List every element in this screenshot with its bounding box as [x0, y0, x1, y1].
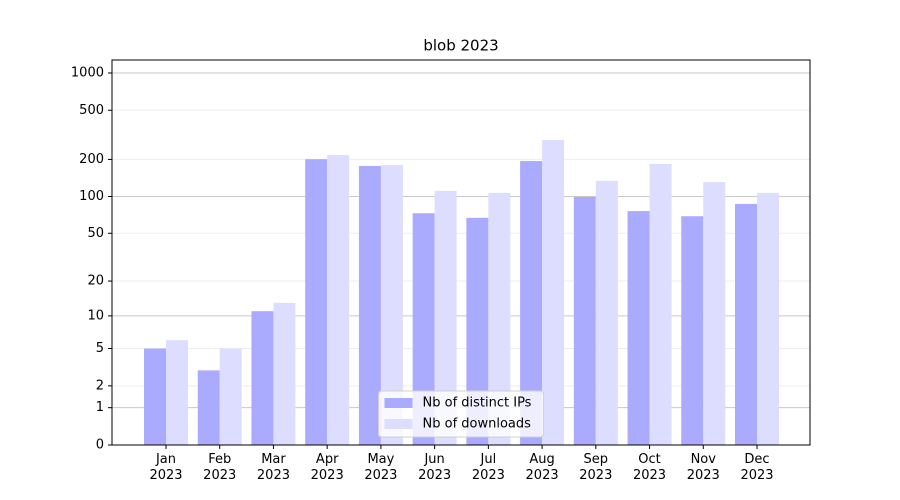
bar — [144, 348, 166, 445]
legend-swatch — [384, 419, 413, 429]
bar — [520, 161, 543, 445]
bar — [219, 348, 242, 445]
x-tick-label: Jul 2023 — [471, 452, 505, 483]
y-tick-label: 1 — [96, 400, 104, 415]
x-tick-label: Aug 2023 — [525, 452, 559, 483]
y-tick-label: 0 — [96, 438, 104, 453]
bar — [649, 163, 672, 446]
bar — [595, 180, 618, 445]
x-tick-label: Feb 2023 — [203, 452, 237, 483]
bar — [380, 165, 403, 445]
bar — [488, 192, 511, 445]
y-tick-label: 100 — [79, 189, 104, 204]
bar — [327, 155, 350, 446]
bar — [197, 370, 220, 445]
bar — [251, 311, 274, 445]
bar — [627, 211, 650, 445]
bar — [273, 302, 296, 445]
y-tick-label: 200 — [79, 152, 104, 167]
bar — [358, 165, 381, 445]
x-tick-label: Nov 2023 — [686, 452, 720, 483]
bar — [681, 216, 704, 445]
legend: Nb of distinct IPs Nb of downloads — [378, 390, 544, 438]
x-tick-label: Jan 2023 — [149, 452, 183, 483]
legend-label: Nb of distinct IPs — [423, 396, 532, 411]
legend-label: Nb of downloads — [423, 417, 532, 432]
bar — [166, 340, 188, 445]
y-tick-label: 5 — [96, 341, 104, 356]
y-tick-label: 2 — [96, 378, 104, 393]
x-tick-label: May 2023 — [364, 452, 398, 483]
x-tick-label: Apr 2023 — [310, 452, 344, 483]
y-tick-label: 10 — [87, 308, 104, 323]
legend-box — [378, 390, 544, 438]
bar — [466, 217, 489, 445]
bar — [703, 182, 726, 445]
chart-title: blob 2023 — [423, 37, 498, 55]
y-tick-label: 500 — [79, 103, 104, 118]
x-tick-label: Sep 2023 — [579, 452, 613, 483]
y-tick-label: 50 — [87, 226, 104, 241]
bar — [305, 159, 328, 445]
bar — [735, 203, 757, 445]
plot-frame — [111, 59, 811, 446]
bar — [434, 190, 457, 445]
x-tick-label: Mar 2023 — [256, 452, 290, 483]
bar — [542, 140, 565, 445]
bar — [412, 213, 435, 445]
x-tick-label: Oct 2023 — [632, 452, 667, 483]
bar — [573, 197, 596, 445]
bar — [757, 192, 779, 445]
legend-swatch — [384, 398, 413, 408]
y-tick-label: 1000 — [71, 65, 104, 80]
x-tick-label: Dec 2023 — [740, 452, 774, 483]
y-tick-label: 20 — [87, 274, 104, 289]
x-tick-label: Jun 2023 — [418, 452, 452, 483]
